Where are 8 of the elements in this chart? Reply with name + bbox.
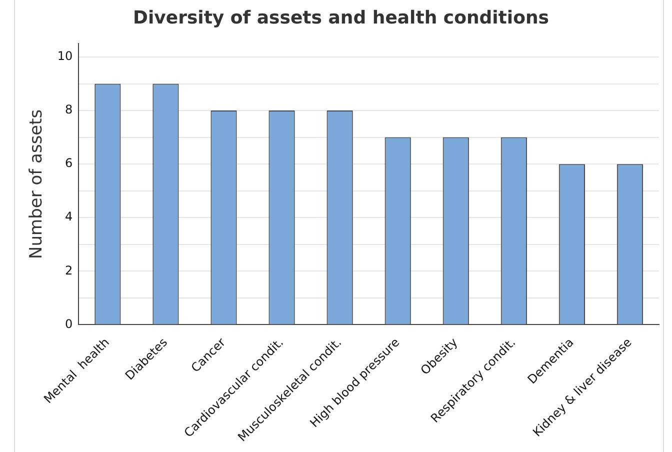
y-axis-title: Number of assets [26,109,47,259]
y-tick-label: 2 [65,263,73,278]
y-tick-label: 6 [65,156,73,170]
y-tick-label: 0 [65,316,73,331]
y-tick-label: 8 [65,102,73,117]
y-tick-label: 4 [65,210,73,224]
chart-title: Diversity of assets and health conditions [133,7,549,28]
y-tick-label: 10 [57,49,73,64]
